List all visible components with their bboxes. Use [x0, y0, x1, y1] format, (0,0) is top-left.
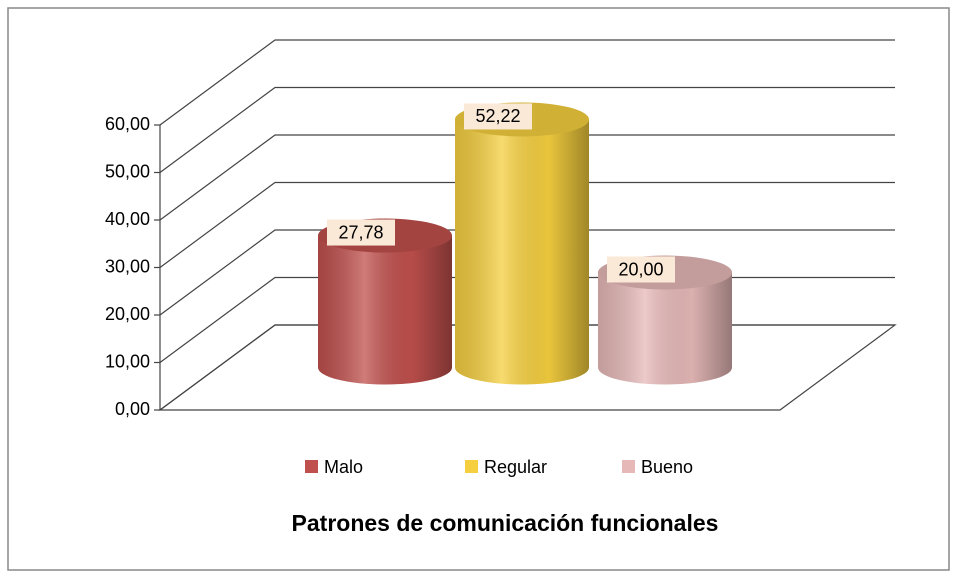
data-label-box	[327, 219, 395, 246]
y-tick-label: 60,00	[105, 114, 150, 134]
data-label-box	[607, 256, 675, 283]
grid-line	[159, 134, 895, 221]
y-tick-label: 50,00	[105, 161, 150, 181]
y-tick-label: 0,00	[115, 399, 150, 419]
legend-swatch	[465, 460, 478, 473]
legend-label: Malo	[324, 457, 363, 477]
bar-shade	[318, 235, 452, 385]
bar-shade	[455, 119, 589, 385]
data-label-box	[464, 103, 532, 130]
data-label: 52,22	[475, 106, 520, 126]
y-tick-label: 40,00	[105, 209, 150, 229]
y-tick-label: 20,00	[105, 304, 150, 324]
y-tick-label: 30,00	[105, 256, 150, 276]
y-tick-label: 10,00	[105, 351, 150, 371]
grid-line	[159, 86, 895, 173]
grid-line	[159, 229, 895, 316]
legend-swatch	[622, 460, 635, 473]
legend-swatch	[305, 460, 318, 473]
legend-label: Regular	[484, 457, 547, 477]
legend-label: Bueno	[641, 457, 693, 477]
plot-area: 0,00 10,00 20,00 30,00 40,00 50,00 60,00 27,78 M…	[105, 39, 897, 477]
bar	[455, 102, 589, 385]
bar-shade	[598, 272, 732, 385]
data-label: 27,78	[338, 222, 383, 242]
chart-title: Patrones de comunicación funcionales	[292, 510, 719, 536]
data-label: 20,00	[618, 259, 663, 279]
grid-line	[159, 181, 895, 268]
grid-line	[159, 39, 895, 126]
